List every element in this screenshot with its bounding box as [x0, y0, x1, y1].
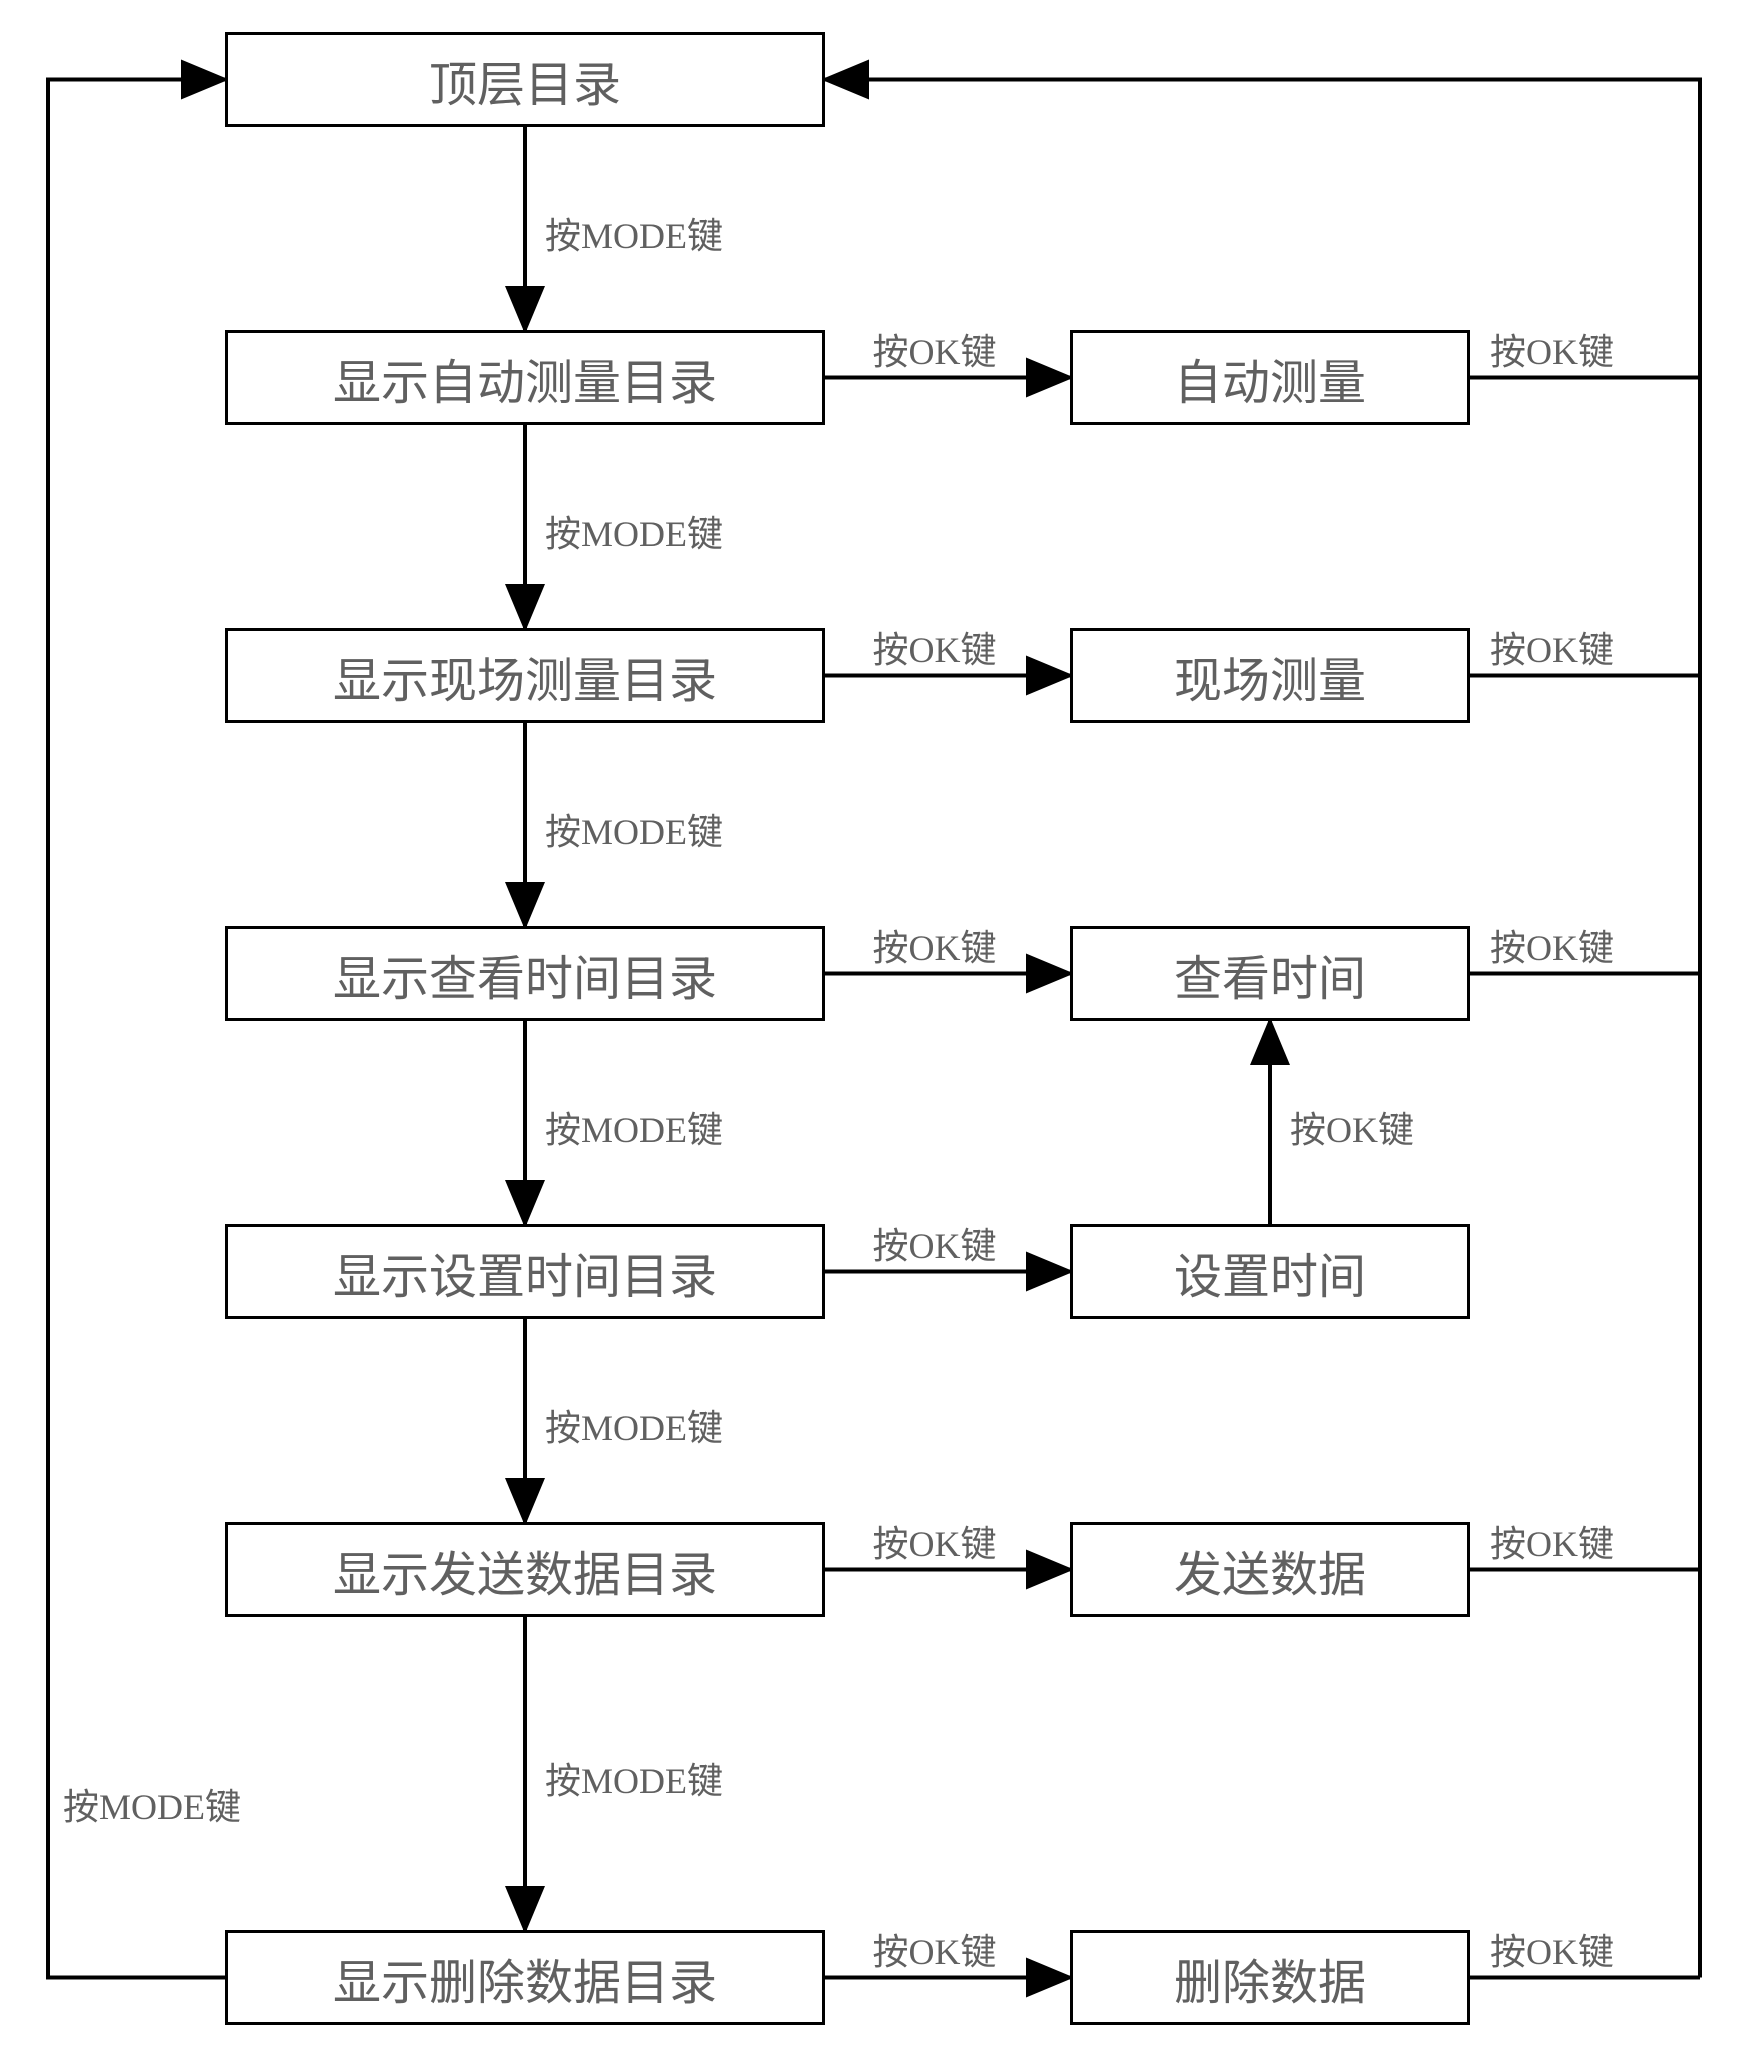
- node-menu3: 显示查看时间目录: [225, 926, 825, 1021]
- edge-label: 按OK键: [1490, 1515, 1614, 1567]
- edge-label: 按OK键: [1290, 1101, 1414, 1153]
- node-act2: 现场测量: [1070, 628, 1470, 723]
- edge-label: 按MODE键: [545, 207, 723, 259]
- edge-label: 按OK键: [873, 621, 997, 673]
- edge-label: 按OK键: [873, 1515, 997, 1567]
- edge-label: 按OK键: [873, 323, 997, 375]
- node-act4: 设置时间: [1070, 1224, 1470, 1319]
- node-menu1: 显示自动测量目录: [225, 330, 825, 425]
- node-menu6: 显示删除数据目录: [225, 1930, 825, 2025]
- edge-label: 按OK键: [873, 1217, 997, 1269]
- arrows-layer: [0, 0, 1746, 2061]
- node-menu5: 显示发送数据目录: [225, 1522, 825, 1617]
- node-act1: 自动测量: [1070, 330, 1470, 425]
- edge-label: 按MODE键: [545, 1399, 723, 1451]
- node-top: 顶层目录: [225, 32, 825, 127]
- node-act6: 删除数据: [1070, 1930, 1470, 2025]
- edge-label: 按MODE键: [545, 505, 723, 557]
- edge-label: 按MODE键: [545, 1101, 723, 1153]
- edge-label: 按MODE键: [63, 1778, 241, 1830]
- edge-label: 按OK键: [873, 919, 997, 971]
- node-act5: 发送数据: [1070, 1522, 1470, 1617]
- edge-label: 按OK键: [873, 1923, 997, 1975]
- node-act3: 查看时间: [1070, 926, 1470, 1021]
- edge-label: 按OK键: [1490, 1923, 1614, 1975]
- edge-label: 按OK键: [1490, 919, 1614, 971]
- edge-label: 按OK键: [1490, 323, 1614, 375]
- edge-label: 按MODE键: [545, 803, 723, 855]
- node-menu2: 显示现场测量目录: [225, 628, 825, 723]
- edge-label: 按MODE键: [545, 1752, 723, 1804]
- node-menu4: 显示设置时间目录: [225, 1224, 825, 1319]
- flowchart-container: 顶层目录显示自动测量目录显示现场测量目录显示查看时间目录显示设置时间目录显示发送…: [0, 0, 1746, 2061]
- edge-label: 按OK键: [1490, 621, 1614, 673]
